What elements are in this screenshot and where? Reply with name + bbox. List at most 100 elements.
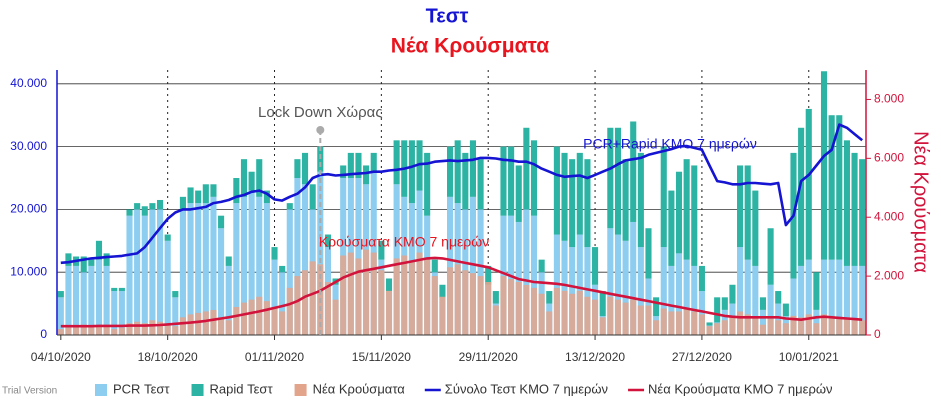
case-bar [820, 314, 828, 335]
case-bar [798, 317, 805, 335]
test-bar [775, 303, 782, 335]
legend-item[interactable]: PCR Τεστ [95, 381, 170, 396]
test-bar [393, 140, 400, 185]
test-bar [683, 259, 690, 335]
y-tick-label: 10.000 [10, 264, 47, 278]
legend-item[interactable]: Rapid Τεστ [191, 381, 274, 396]
test-bar [347, 152, 354, 179]
case-bar [660, 308, 667, 335]
case-bar [301, 270, 309, 335]
y2-axis-title: Νέα Κρούσματα [910, 131, 932, 273]
case-bar [202, 311, 209, 335]
test-bar [65, 253, 72, 266]
case-bar [744, 314, 751, 335]
test-bar [637, 152, 644, 248]
case-bar [714, 323, 721, 335]
case-bar [645, 305, 652, 335]
legend-item[interactable]: Νέα Κρούσματα [294, 381, 406, 396]
annotation: PCR+Rapid ΚΜΟ 7 ημερών [583, 136, 757, 152]
test-bar [324, 234, 331, 248]
test-bar [248, 190, 255, 335]
y2-tick-label: 4.000 [874, 209, 904, 223]
test-bar [622, 240, 629, 335]
test-bar [469, 196, 477, 335]
case-bar [622, 302, 629, 335]
case-bar [179, 317, 186, 335]
test-bar [141, 206, 148, 216]
legend-swatch [191, 384, 204, 396]
test-bar [836, 115, 843, 260]
test-bar [500, 215, 507, 335]
case-bar [271, 308, 278, 335]
case-bar [164, 324, 171, 335]
test-bar [691, 165, 698, 266]
test-bar [653, 297, 660, 317]
legend-label: Σύνολο Τεστ ΚΜΟ 7 ημερών [445, 381, 608, 396]
test-bar [141, 215, 148, 335]
test-bar [134, 203, 141, 210]
case-bar [653, 320, 660, 335]
test-bar [675, 171, 683, 254]
case-bar [218, 317, 225, 335]
test-bar [233, 178, 240, 204]
average-line [60, 123, 864, 265]
test-bar [584, 247, 591, 335]
test-bar [698, 291, 705, 335]
test-bar [118, 287, 125, 292]
test-bar [737, 165, 744, 248]
test-bar [805, 259, 812, 335]
test-bar [88, 259, 95, 266]
case-bar [73, 326, 80, 335]
test-bar [439, 284, 446, 298]
case-bar [57, 329, 64, 335]
case-bar [256, 296, 263, 335]
test-bar [378, 240, 385, 260]
x-tick-label: 27/12/2020 [672, 350, 732, 364]
test-bar [805, 108, 812, 260]
test-bar [584, 159, 591, 248]
case-bar [691, 311, 698, 335]
test-bar [233, 203, 240, 335]
case-bar [401, 255, 408, 335]
case-bar [378, 270, 385, 335]
test-bar [614, 234, 622, 335]
test-bar [592, 247, 599, 285]
test-bar [202, 203, 209, 335]
test-bar [103, 265, 110, 335]
case-bar [370, 252, 377, 335]
y-tick-label: 30.000 [10, 139, 47, 153]
case-bar [439, 296, 446, 335]
legend-item[interactable]: Νέα Κρούσματα ΚΜΟ 7 ημερών [628, 381, 833, 396]
test-bar [172, 297, 179, 335]
test-bar [363, 165, 370, 185]
test-bar [370, 152, 377, 172]
test-bar [256, 159, 263, 197]
test-bar [263, 190, 270, 204]
x-tick-label: 04/10/2020 [31, 350, 91, 364]
case-bar [828, 315, 835, 335]
test-bar [446, 146, 454, 197]
case-bar [599, 317, 606, 335]
legend-label: Νέα Κρούσματα ΚΜΟ 7 ημερών [648, 381, 832, 396]
y-tick-label: 20.000 [10, 202, 47, 216]
test-bar [752, 190, 759, 266]
x-tick-label: 01/11/2020 [245, 350, 304, 364]
legend-item[interactable]: Σύνολο Τεστ ΚΜΟ 7 ημερών [424, 381, 608, 396]
case-bar [210, 309, 217, 335]
test-bar [355, 152, 362, 179]
case-bar [103, 326, 110, 335]
test-bar [164, 234, 171, 241]
case-bar [836, 317, 843, 335]
legend-label: Rapid Τεστ [210, 381, 274, 396]
test-bar [813, 309, 820, 335]
y-tick-label: 40.000 [10, 76, 47, 90]
case-bar [752, 317, 759, 335]
test-bar [149, 209, 156, 335]
case-bar [576, 290, 583, 335]
case-bar [462, 270, 469, 335]
case-bar [569, 293, 576, 335]
test-bar [622, 159, 629, 241]
case-bar [416, 252, 423, 335]
case-bar [485, 282, 492, 335]
